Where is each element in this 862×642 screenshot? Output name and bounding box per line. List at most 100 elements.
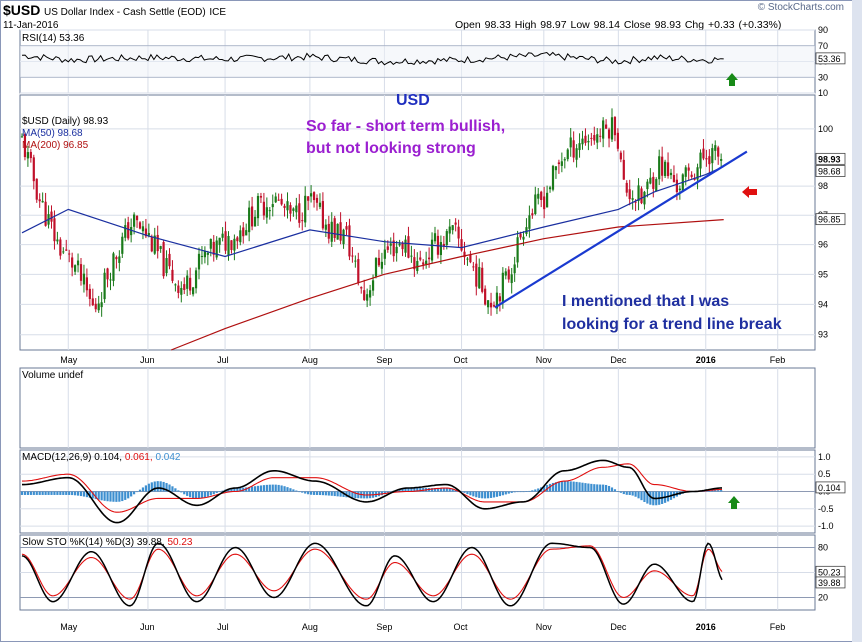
- macd-hist-bar: [271, 484, 274, 492]
- macd-hist-bar: [94, 491, 97, 500]
- macd-hist-bar: [118, 491, 121, 502]
- price-x-tick: Jun: [140, 355, 155, 365]
- macd-hist-bar: [298, 491, 301, 493]
- macd-hist-bar: [53, 491, 56, 495]
- macd-hist-bar: [333, 491, 336, 497]
- macd-hist-bar: [525, 491, 528, 492]
- macd-hist-bar: [221, 490, 224, 492]
- price-bar-body: [301, 220, 304, 222]
- price-bar-body: [419, 257, 422, 260]
- macd-hist-bar: [321, 491, 324, 496]
- price-bar-body: [274, 196, 277, 203]
- price-bar-body: [369, 290, 372, 298]
- macd-hist-bar: [68, 491, 71, 495]
- macd-legend-1: 0.061,: [124, 452, 153, 463]
- price-bar-body: [616, 132, 619, 149]
- price-bar-body: [510, 274, 513, 284]
- price-bar-body: [265, 207, 268, 218]
- rsi-y-tick: 10: [818, 88, 828, 98]
- macd-hist-bar: [177, 490, 180, 492]
- price-bar-body: [389, 243, 392, 246]
- rsi-y-tick: 90: [818, 25, 828, 35]
- volume-legend: Volume undef: [22, 370, 83, 381]
- price-bar-body: [534, 194, 537, 214]
- price-bar-body: [622, 159, 625, 180]
- price-bar-body: [94, 303, 97, 310]
- macd-hist-bar: [38, 491, 41, 495]
- price-bar-body: [106, 268, 109, 280]
- price-bar-body: [295, 205, 298, 213]
- price-legend-0: $USD (Daily) 98.93: [22, 116, 109, 127]
- price-bar-body: [310, 193, 313, 197]
- macd-hist-bar: [304, 491, 307, 494]
- macd-hist-bar: [156, 481, 159, 492]
- price-bar-body: [551, 165, 555, 190]
- price-bar-body: [581, 138, 584, 145]
- price-bar-body: [711, 148, 714, 164]
- price-bar-body: [26, 152, 29, 159]
- macd-hist-bar: [135, 491, 139, 493]
- price-bar-body: [640, 188, 643, 204]
- price-bar-body: [32, 157, 35, 182]
- price-bar-body: [271, 204, 274, 208]
- price-bar-body: [628, 189, 631, 200]
- price-bar-body: [457, 226, 460, 239]
- macd-legend-2: 0.042: [155, 452, 181, 463]
- price-bar-body: [215, 240, 218, 258]
- price-bar-body: [127, 222, 130, 239]
- macd-hist-bar: [171, 486, 174, 492]
- macd-hist-bar: [315, 491, 319, 495]
- annotation-bullish-line2: but not looking strong: [306, 140, 476, 157]
- price-bar-body: [141, 226, 145, 232]
- price-bar-body: [484, 288, 487, 305]
- macd-hist-bar: [401, 488, 404, 492]
- rsi-line: [21, 51, 724, 66]
- price-bar-body: [171, 269, 174, 281]
- macd-hist-bar: [610, 487, 614, 492]
- price-bar-body: [472, 266, 475, 268]
- price-bar-body: [44, 201, 47, 226]
- price-y-tick: 96: [818, 240, 828, 250]
- price-bar-body: [209, 238, 212, 249]
- ma200-last-badge-value: 96.85: [818, 215, 841, 225]
- price-bar-body: [666, 162, 670, 177]
- price-bar-body: [206, 252, 209, 255]
- price-bar-body: [525, 227, 528, 234]
- price-x-tick: Jul: [217, 355, 229, 365]
- macd-hist-bar: [318, 491, 322, 496]
- price-bar-body: [336, 223, 339, 240]
- price-bar-body: [203, 250, 206, 258]
- macd-hist-bar: [436, 488, 440, 492]
- price-bar-body: [425, 260, 428, 265]
- macd-hist-bar: [230, 488, 233, 492]
- price-bar-body: [91, 298, 94, 306]
- price-bar-body: [684, 167, 687, 177]
- price-bar-body: [348, 225, 351, 257]
- macd-hist-bar: [147, 483, 150, 492]
- macd-hist-bar: [115, 491, 118, 502]
- ma50-last-badge: [815, 165, 846, 177]
- macd-hist-bar: [383, 491, 386, 495]
- price-bar-body: [557, 162, 560, 165]
- sto-k-line: [21, 542, 723, 607]
- macd-hist-bar: [714, 490, 717, 492]
- macd-hist-bar: [162, 481, 165, 492]
- macd-hist-bar: [569, 481, 572, 492]
- price-bar-body: [345, 226, 348, 230]
- price-bar-body: [233, 238, 236, 251]
- price-bar-body: [363, 290, 366, 300]
- sto-x-tick: Sep: [376, 622, 392, 632]
- price-bar-body: [197, 253, 201, 270]
- sto-x-tick: Feb: [770, 622, 786, 632]
- price-bar-body: [696, 167, 699, 180]
- macd-hist-bar: [380, 491, 383, 496]
- symbol: $USD: [3, 2, 41, 18]
- green-arrow-up-macd-icon: [728, 496, 740, 509]
- price-bar-body: [88, 288, 91, 299]
- price-bar-body: [383, 249, 386, 259]
- macd-hist-bar: [121, 491, 124, 502]
- macd-hist-bar: [109, 491, 112, 502]
- macd-hist-bar: [324, 491, 327, 496]
- macd-hist-bar: [442, 488, 445, 492]
- macd-hist-bar: [599, 484, 602, 492]
